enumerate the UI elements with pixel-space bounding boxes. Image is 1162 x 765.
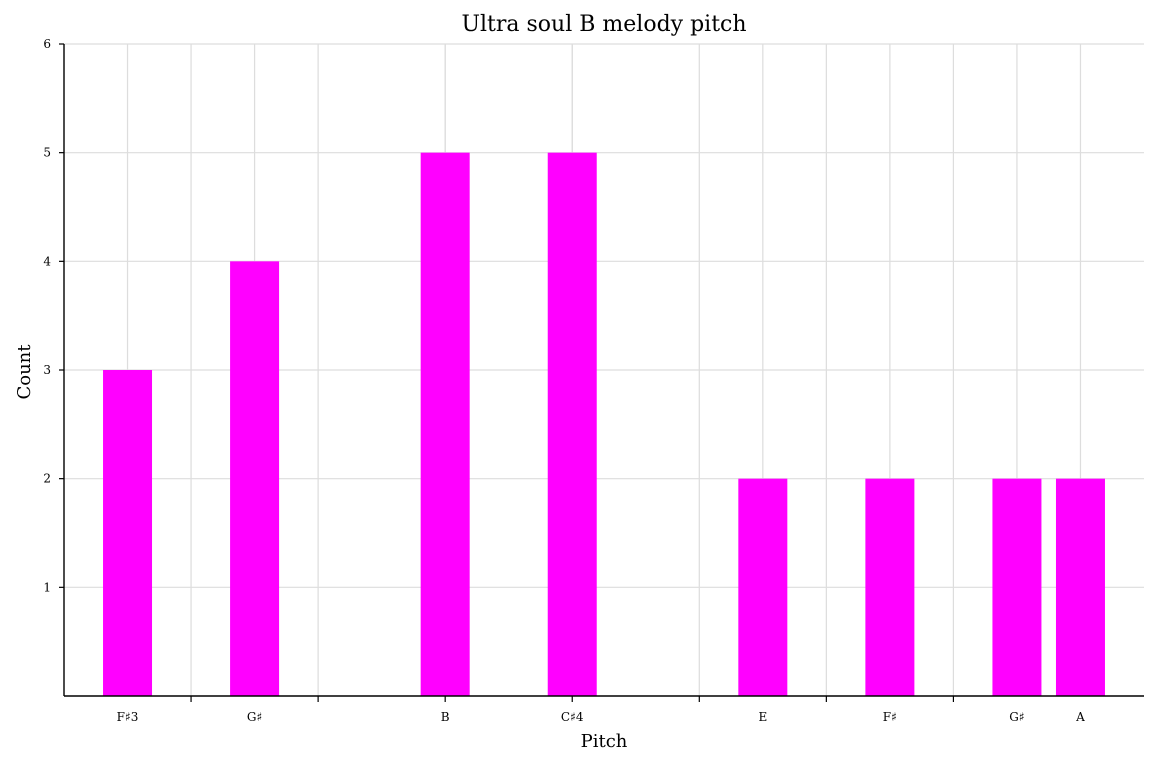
y-axis-label: Count bbox=[14, 344, 35, 400]
y-tick-label: 2 bbox=[43, 472, 51, 486]
y-tick-label: 6 bbox=[43, 37, 51, 51]
y-tick-label: 3 bbox=[43, 363, 51, 377]
bar bbox=[865, 478, 915, 696]
y-tick-label: 1 bbox=[43, 580, 51, 594]
chart-title: Ultra soul B melody pitch bbox=[461, 12, 746, 37]
bar bbox=[992, 478, 1042, 696]
x-tick-label: F♯ bbox=[883, 710, 897, 724]
grid-lines bbox=[64, 43, 1144, 696]
x-tick-label: G♯ bbox=[1009, 710, 1024, 724]
x-tick-label: E bbox=[758, 710, 767, 724]
x-tick-label: F♯3 bbox=[117, 710, 139, 724]
x-tick-label: C♯4 bbox=[561, 710, 584, 724]
bar bbox=[738, 478, 788, 696]
bars bbox=[103, 152, 1105, 696]
y-tick-label: 4 bbox=[43, 254, 51, 268]
bar bbox=[420, 152, 470, 696]
bar bbox=[1055, 478, 1105, 696]
x-tick-label: G♯ bbox=[247, 710, 262, 724]
bar bbox=[230, 261, 280, 696]
x-tick-label: B bbox=[441, 710, 450, 724]
y-tick-label: 5 bbox=[43, 146, 51, 160]
x-axis-label: Pitch bbox=[581, 731, 628, 752]
bar bbox=[103, 370, 153, 696]
bar bbox=[547, 152, 597, 696]
ticks: 1 2 3 4 5 6 F♯3 G♯ B C♯4 E F♯ G♯ A bbox=[43, 37, 1085, 724]
x-tick-label: A bbox=[1075, 710, 1085, 724]
